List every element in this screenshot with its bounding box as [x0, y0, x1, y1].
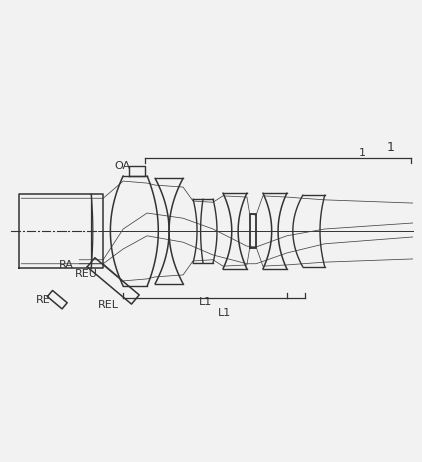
Text: RA: RA	[59, 260, 73, 270]
Text: RE: RE	[36, 295, 51, 304]
Text: 1: 1	[359, 148, 366, 158]
Text: L1: L1	[218, 308, 232, 318]
Text: 1: 1	[387, 141, 395, 154]
Text: REL: REL	[98, 300, 119, 310]
Text: L1: L1	[198, 297, 212, 307]
Text: OA: OA	[114, 161, 130, 171]
Text: REU: REU	[75, 269, 97, 279]
